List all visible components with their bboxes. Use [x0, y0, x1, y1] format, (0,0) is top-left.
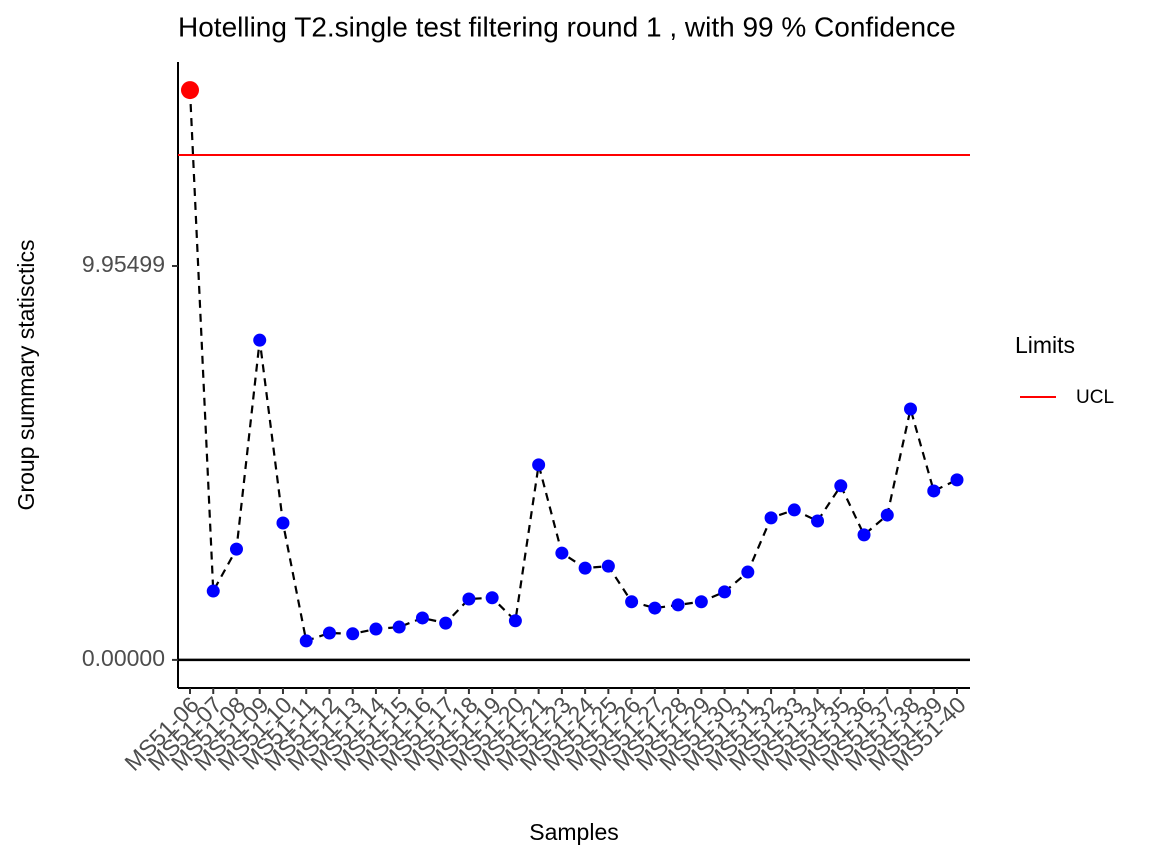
data-point [555, 546, 569, 560]
data-point [229, 542, 243, 556]
data-point [694, 595, 708, 609]
data-point [671, 598, 685, 612]
data-point [880, 508, 894, 522]
data-point [904, 402, 918, 416]
data-point [392, 620, 406, 634]
y-tick-label: 9.95499 [82, 251, 165, 277]
data-point [276, 516, 290, 530]
y-tick-label: 0.00000 [82, 645, 165, 671]
data-point [787, 503, 801, 517]
data-point [834, 479, 848, 493]
data-point [950, 473, 964, 487]
data-point [439, 616, 453, 630]
data-point [718, 585, 732, 599]
data-point [322, 626, 336, 640]
data-point [578, 561, 592, 575]
chart-title: Hotelling T2.single test filtering round… [178, 11, 956, 42]
data-point [462, 592, 476, 606]
data-point [741, 565, 755, 579]
legend-label: UCL [1076, 387, 1114, 408]
data-point [625, 595, 639, 609]
data-point [299, 634, 313, 648]
data-point [764, 511, 778, 525]
data-line [188, 90, 958, 643]
x-axis-title: Samples [529, 819, 618, 845]
data-point [253, 333, 267, 347]
data-point [508, 614, 522, 628]
data-point [415, 611, 429, 625]
data-point [648, 601, 662, 615]
data-point [369, 622, 383, 636]
data-point [811, 514, 825, 528]
legend-title: Limits [1015, 332, 1075, 358]
data-point [601, 559, 615, 573]
data-point [181, 81, 199, 100]
data-point [857, 528, 871, 542]
data-point [485, 591, 499, 605]
data-point [532, 458, 546, 472]
y-axis-title: Group summary statisctics [13, 240, 39, 511]
data-point [346, 627, 360, 641]
data-point [927, 484, 941, 498]
data-point [206, 584, 220, 598]
